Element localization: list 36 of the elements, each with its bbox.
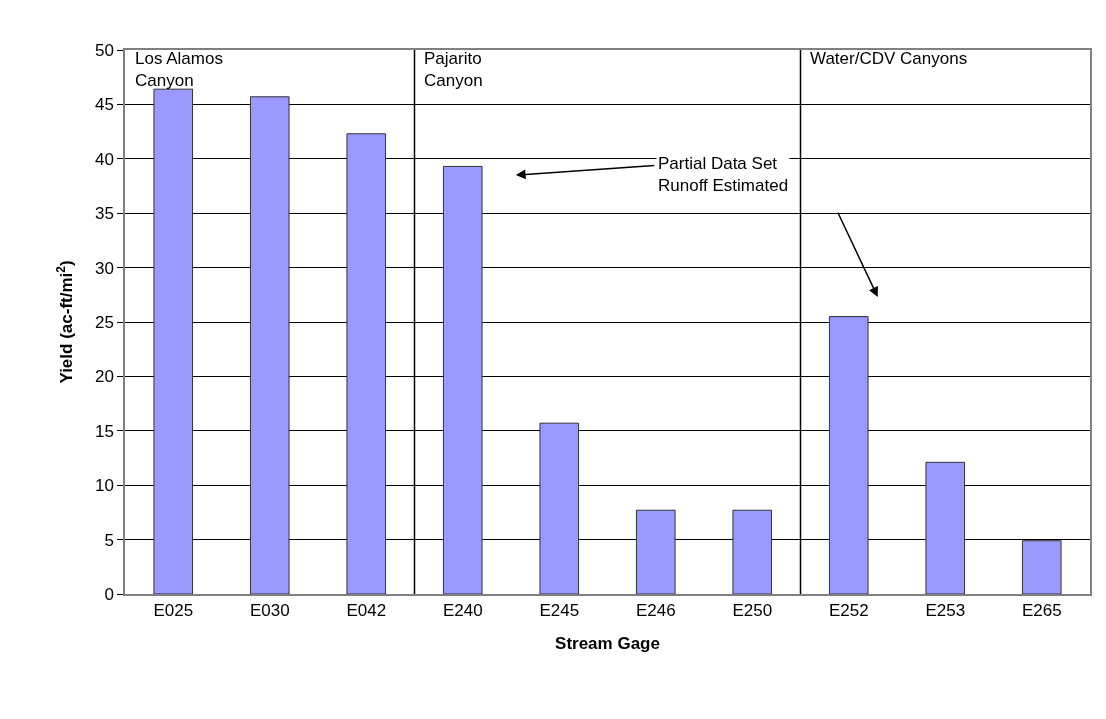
annotation: Water/CDV Canyons [810, 49, 968, 68]
x-tick-label: E025 [153, 601, 194, 621]
y-tick-label: 30 [94, 258, 114, 278]
y-tick-label: 20 [94, 367, 114, 387]
bar [635, 509, 676, 594]
annotation: Partial Data Set Runoff Estimated [658, 154, 789, 196]
y-tick-label: 45 [94, 95, 114, 115]
bar [539, 422, 580, 594]
bar [153, 88, 194, 594]
bar [1021, 540, 1062, 594]
x-tick-label: E252 [828, 601, 869, 621]
x-tick-label: E245 [539, 601, 580, 621]
y-tick-label: 50 [94, 40, 114, 60]
bar [346, 133, 387, 594]
y-tick-label: 25 [94, 312, 114, 332]
bar [828, 316, 869, 594]
y-tick-label: 5 [104, 530, 114, 550]
x-tick-label: E253 [925, 601, 966, 621]
x-tick-label: E250 [732, 601, 773, 621]
y-tick-label: 35 [94, 204, 114, 224]
x-tick-label: E030 [249, 601, 290, 621]
annotation: Pajarito Canyon [424, 49, 483, 91]
y-tick-label: 15 [94, 421, 114, 441]
annotation: Los Alamos Canyon [135, 49, 223, 91]
x-tick-label: E042 [346, 601, 387, 621]
y-tick-label: 0 [104, 584, 114, 604]
x-tick-label: E240 [442, 601, 483, 621]
bar [925, 461, 966, 594]
bar [249, 96, 290, 594]
bar [442, 165, 483, 594]
x-axis-title: Stream Gage [555, 634, 660, 654]
y-tick-label: 10 [94, 476, 114, 496]
bar [732, 509, 773, 594]
y-tick-label: 40 [94, 149, 114, 169]
x-tick-label: E246 [635, 601, 676, 621]
x-tick-label: E265 [1021, 601, 1062, 621]
